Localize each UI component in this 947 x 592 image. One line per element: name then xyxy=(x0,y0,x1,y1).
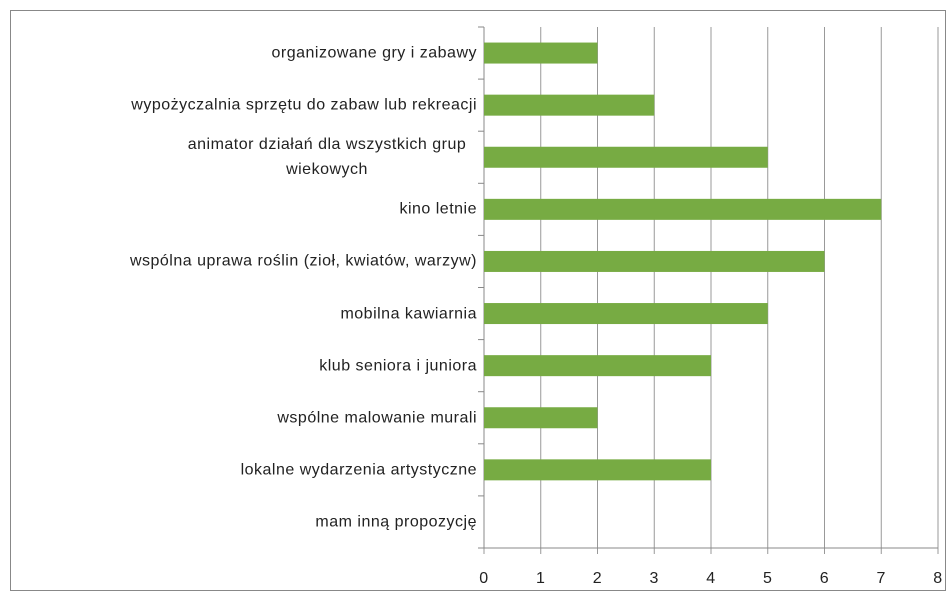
y-tick-label: lokalne wydarzenia artystyczne xyxy=(240,461,477,479)
bar xyxy=(484,94,655,116)
x-tick-label: 1 xyxy=(536,570,545,587)
bar xyxy=(484,407,598,429)
y-tick-label: klub seniora i juniora xyxy=(319,357,477,375)
x-tick-label: 7 xyxy=(877,570,886,587)
x-tick-label: 4 xyxy=(706,570,715,587)
y-tick-label: mam inną propozycję xyxy=(315,513,477,531)
bar xyxy=(484,355,711,377)
chart-border xyxy=(10,10,946,591)
bar xyxy=(484,42,598,64)
x-tick-label: 6 xyxy=(820,570,829,587)
x-tick-label: 5 xyxy=(763,570,772,587)
x-tick-label: 8 xyxy=(933,570,942,587)
y-tick-label: mobilna kawiarnia xyxy=(340,305,477,323)
x-tick-label: 0 xyxy=(479,570,488,587)
bar xyxy=(484,459,711,481)
y-tick-label: kino letnie xyxy=(399,200,477,218)
bar xyxy=(484,250,825,272)
x-tick-label: 3 xyxy=(650,570,659,587)
y-tick-label: wspólna uprawa roślin (zioł, kwiatów, wa… xyxy=(129,252,477,270)
bar xyxy=(484,303,768,325)
bar xyxy=(484,146,768,168)
y-tick-label: animator działań dla wszystkich grup wie… xyxy=(187,136,467,179)
bar xyxy=(484,198,882,220)
x-tick-label: 2 xyxy=(593,570,602,587)
y-tick-label: organizowane gry i zabawy xyxy=(271,44,477,62)
y-tick-label: wspólne malowanie murali xyxy=(277,409,477,427)
y-tick-label: wypożyczalnia sprzętu do zabaw lub rekre… xyxy=(131,96,477,114)
